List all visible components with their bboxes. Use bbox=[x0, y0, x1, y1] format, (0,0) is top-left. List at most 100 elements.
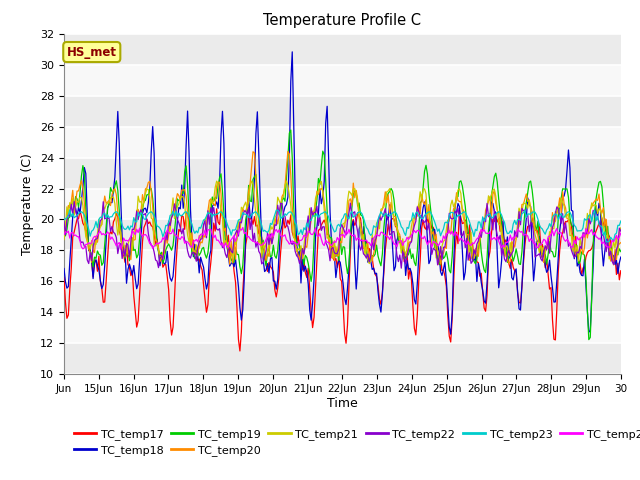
TC_temp24 bbox=[79, 246, 87, 252]
TC_temp17 bbox=[97, 278, 104, 284]
TC_temp19 bbox=[585, 337, 593, 343]
TC_temp18 bbox=[616, 260, 623, 266]
TC_temp24 bbox=[239, 225, 246, 230]
TC_temp22 bbox=[98, 216, 106, 222]
TC_temp17 bbox=[617, 268, 625, 274]
Bar bbox=[64, 34, 621, 65]
TC_temp19 bbox=[97, 252, 104, 258]
TC_temp20 bbox=[284, 149, 292, 155]
TC_temp23 bbox=[458, 210, 466, 216]
TC_temp18 bbox=[617, 254, 625, 260]
X-axis label: Time: Time bbox=[327, 397, 358, 410]
TC_temp24 bbox=[117, 246, 125, 252]
TC_temp17 bbox=[349, 216, 357, 222]
TC_temp21 bbox=[616, 230, 623, 236]
TC_temp18 bbox=[460, 277, 468, 283]
TC_temp22 bbox=[616, 225, 623, 231]
TC_temp20 bbox=[610, 262, 618, 268]
TC_temp21 bbox=[617, 225, 625, 231]
TC_temp17 bbox=[616, 277, 623, 283]
TC_temp24 bbox=[543, 242, 550, 248]
TC_temp20 bbox=[79, 185, 87, 191]
Line: TC_temp22: TC_temp22 bbox=[64, 202, 621, 268]
TC_temp17 bbox=[543, 256, 550, 262]
TC_temp18 bbox=[97, 277, 104, 283]
TC_temp24 bbox=[460, 239, 468, 244]
TC_temp17 bbox=[60, 275, 68, 280]
TC_temp21 bbox=[460, 217, 468, 223]
TC_temp23 bbox=[617, 218, 625, 224]
TC_temp19 bbox=[617, 249, 625, 254]
TC_temp23 bbox=[541, 231, 549, 237]
TC_temp24 bbox=[97, 228, 104, 234]
TC_temp24 bbox=[616, 234, 623, 240]
TC_temp24 bbox=[617, 230, 625, 236]
TC_temp20 bbox=[458, 206, 466, 212]
TC_temp22 bbox=[81, 243, 88, 249]
TC_temp21 bbox=[283, 178, 291, 184]
Line: TC_temp21: TC_temp21 bbox=[64, 181, 621, 264]
Bar bbox=[64, 96, 621, 127]
Line: TC_temp24: TC_temp24 bbox=[64, 228, 621, 249]
TC_temp21 bbox=[543, 243, 550, 249]
Line: TC_temp17: TC_temp17 bbox=[64, 209, 621, 351]
TC_temp22 bbox=[617, 228, 625, 234]
TC_temp23 bbox=[98, 215, 106, 221]
TC_temp20 bbox=[541, 249, 549, 255]
TC_temp20 bbox=[616, 241, 623, 247]
Bar bbox=[64, 343, 621, 374]
TC_temp22 bbox=[543, 247, 550, 253]
TC_temp21 bbox=[97, 224, 104, 230]
TC_temp24 bbox=[349, 233, 357, 239]
TC_temp19 bbox=[60, 228, 68, 233]
TC_temp19 bbox=[541, 251, 549, 257]
TC_temp20 bbox=[97, 223, 104, 229]
TC_temp17 bbox=[460, 220, 468, 226]
TC_temp19 bbox=[79, 163, 87, 168]
TC_temp24 bbox=[60, 232, 68, 238]
TC_temp18 bbox=[60, 265, 68, 271]
Legend: TC_temp17, TC_temp18, TC_temp19, TC_temp20, TC_temp21, TC_temp22, TC_temp23, TC_: TC_temp17, TC_temp18, TC_temp19, TC_temp… bbox=[70, 424, 640, 460]
TC_temp21 bbox=[348, 192, 356, 198]
TC_temp21 bbox=[365, 261, 373, 266]
TC_temp23 bbox=[604, 239, 612, 245]
Bar bbox=[64, 219, 621, 251]
Text: HS_met: HS_met bbox=[67, 46, 116, 59]
TC_temp22 bbox=[348, 214, 356, 220]
TC_temp18 bbox=[348, 223, 356, 229]
TC_temp17 bbox=[79, 220, 87, 226]
TC_temp22 bbox=[460, 228, 468, 234]
Bar bbox=[64, 127, 621, 157]
Bar bbox=[64, 312, 621, 343]
TC_temp18 bbox=[543, 269, 550, 275]
TC_temp19 bbox=[458, 183, 466, 189]
TC_temp18 bbox=[447, 331, 454, 337]
Bar bbox=[64, 281, 621, 312]
TC_temp18 bbox=[289, 49, 296, 55]
TC_temp19 bbox=[348, 205, 356, 211]
TC_temp23 bbox=[66, 207, 74, 213]
Bar bbox=[64, 65, 621, 96]
TC_temp22 bbox=[70, 199, 78, 204]
Y-axis label: Temperature (C): Temperature (C) bbox=[22, 153, 35, 255]
TC_temp20 bbox=[60, 231, 68, 237]
TC_temp21 bbox=[79, 203, 87, 208]
TC_temp20 bbox=[617, 240, 625, 246]
Line: TC_temp19: TC_temp19 bbox=[64, 130, 621, 340]
TC_temp18 bbox=[79, 184, 87, 190]
Bar bbox=[64, 189, 621, 219]
TC_temp19 bbox=[616, 246, 623, 252]
Bar bbox=[64, 157, 621, 189]
Line: TC_temp18: TC_temp18 bbox=[64, 52, 621, 334]
Title: Temperature Profile C: Temperature Profile C bbox=[264, 13, 421, 28]
TC_temp23 bbox=[616, 223, 623, 228]
Bar bbox=[64, 251, 621, 281]
TC_temp19 bbox=[287, 127, 294, 133]
Line: TC_temp23: TC_temp23 bbox=[64, 210, 621, 242]
TC_temp17 bbox=[236, 348, 244, 354]
TC_temp23 bbox=[60, 217, 68, 223]
TC_temp23 bbox=[348, 209, 356, 215]
TC_temp23 bbox=[81, 213, 88, 218]
TC_temp22 bbox=[397, 265, 405, 271]
TC_temp20 bbox=[348, 203, 356, 208]
